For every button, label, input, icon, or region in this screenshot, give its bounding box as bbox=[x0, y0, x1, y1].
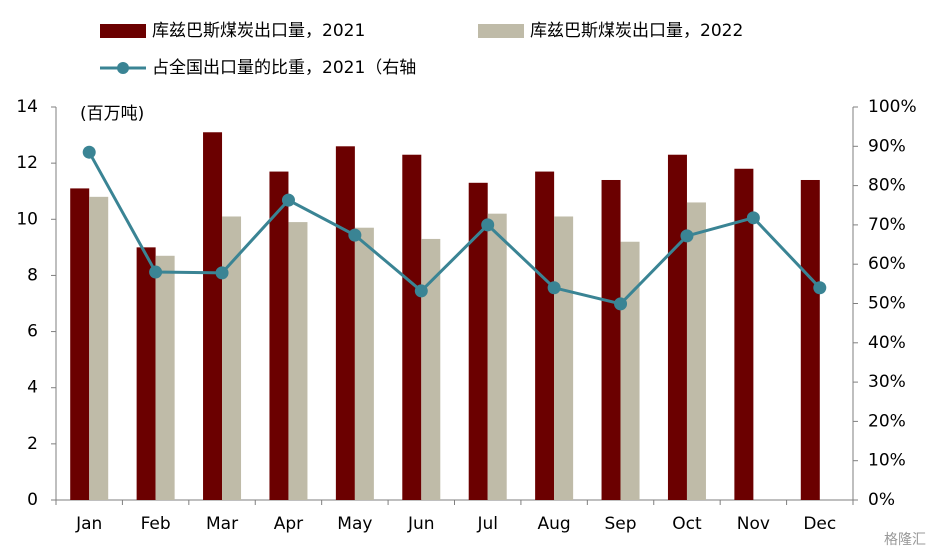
bar bbox=[203, 132, 223, 500]
x-tick-label: Dec bbox=[803, 514, 836, 534]
bar bbox=[601, 179, 621, 500]
bar bbox=[734, 168, 754, 500]
line-marker bbox=[481, 218, 495, 232]
bar bbox=[288, 222, 308, 501]
bar bbox=[89, 196, 109, 501]
bar bbox=[335, 146, 355, 501]
x-tick-label: Apr bbox=[274, 514, 303, 534]
y2-tick-label: 80% bbox=[868, 176, 906, 196]
y-tick-label: 0 bbox=[27, 490, 38, 510]
y2-tick-label: 20% bbox=[868, 411, 906, 431]
line-marker bbox=[215, 266, 229, 280]
y2-tick-label: 30% bbox=[868, 372, 906, 392]
unit-label: (百万吨) bbox=[80, 104, 144, 124]
x-tick-label: May bbox=[337, 514, 372, 534]
bar bbox=[535, 171, 555, 501]
bar bbox=[686, 202, 706, 500]
y2-tick-label: 60% bbox=[868, 254, 906, 274]
line-marker bbox=[746, 211, 760, 225]
bar bbox=[620, 241, 640, 500]
legend-swatch bbox=[117, 62, 129, 74]
bar bbox=[155, 255, 175, 500]
x-tick-label: Jun bbox=[407, 514, 435, 534]
x-tick-label: Oct bbox=[672, 514, 702, 534]
line bbox=[87, 151, 821, 306]
x-tick-label: Feb bbox=[141, 514, 171, 534]
y2-tick-label: 40% bbox=[868, 333, 906, 353]
bar bbox=[487, 213, 507, 500]
bar bbox=[800, 179, 820, 500]
line-marker bbox=[813, 281, 827, 295]
x-tick-label: Aug bbox=[538, 514, 571, 534]
line-marker bbox=[281, 193, 295, 207]
x-tick-label: Jul bbox=[476, 514, 498, 534]
line-marker bbox=[414, 284, 428, 298]
y2-tick-label: 50% bbox=[868, 294, 906, 314]
line-marker bbox=[82, 145, 96, 159]
y2-tick-label: 10% bbox=[868, 451, 906, 471]
bar bbox=[421, 238, 441, 500]
bar bbox=[354, 227, 374, 500]
y-tick-label: 2 bbox=[27, 434, 38, 454]
y-tick-label: 6 bbox=[27, 322, 38, 342]
line-marker bbox=[680, 229, 694, 243]
legend-swatch bbox=[100, 24, 146, 38]
bar bbox=[136, 247, 156, 500]
legend-label: 库兹巴斯煤炭出口量，2022 bbox=[530, 21, 743, 41]
y2-tick-label: 90% bbox=[868, 136, 906, 156]
line-marker bbox=[149, 265, 163, 279]
watermark: 格隆汇 bbox=[884, 532, 926, 548]
bar bbox=[468, 182, 488, 501]
y-tick-label: 10 bbox=[16, 209, 38, 229]
line-marker bbox=[547, 281, 561, 295]
y-tick-label: 12 bbox=[16, 153, 38, 173]
y-tick-label: 8 bbox=[27, 265, 38, 285]
x-tick-label: Jan bbox=[75, 514, 102, 534]
x-tick-label: Mar bbox=[206, 514, 238, 534]
bar bbox=[269, 171, 289, 501]
line-marker bbox=[348, 228, 362, 242]
legend-swatch bbox=[478, 24, 524, 38]
y2-tick-label: 100% bbox=[868, 97, 917, 117]
y-tick-label: 14 bbox=[16, 97, 38, 117]
bar bbox=[70, 188, 90, 500]
x-tick-label: Sep bbox=[605, 514, 637, 534]
bar bbox=[667, 154, 687, 500]
line-marker bbox=[614, 297, 628, 311]
bar bbox=[554, 216, 574, 500]
y2-tick-label: 0% bbox=[868, 490, 895, 510]
x-tick-label: Nov bbox=[737, 514, 770, 534]
legend-label: 库兹巴斯煤炭出口量，2021 bbox=[152, 21, 365, 41]
y-tick-label: 4 bbox=[27, 378, 38, 398]
bar bbox=[402, 154, 422, 500]
legend-label: 占全国出口量的比重，2021（右轴 bbox=[152, 58, 416, 78]
bar bbox=[222, 216, 242, 500]
y2-tick-label: 70% bbox=[868, 215, 906, 235]
